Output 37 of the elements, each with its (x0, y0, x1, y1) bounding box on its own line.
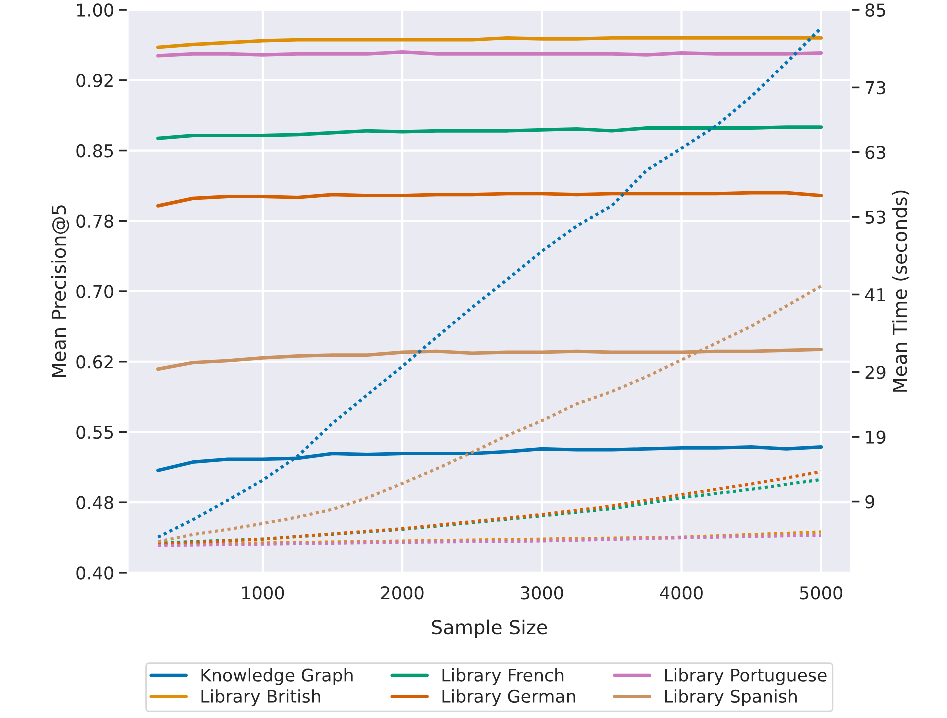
x-tick-label: 2000 (381, 586, 424, 600)
line-series (156, 534, 823, 548)
y2-tick-label: 85 (866, 4, 886, 17)
y2-tick-label: 63 (866, 146, 886, 160)
y-tick-label: 0.55 (76, 426, 114, 440)
x-tick-label: 5000 (800, 586, 843, 600)
y-tick-label: 0.40 (76, 566, 114, 580)
legend-label: Library Portuguese (665, 668, 827, 686)
y2-tick-label: 29 (866, 366, 886, 380)
legend-label: Library German (442, 690, 576, 706)
y2-tick-label: 41 (865, 288, 886, 302)
legend-label: Library British (202, 690, 320, 706)
legend-label: Library Spanish (665, 690, 797, 706)
x-axis-title: Sample Size (432, 620, 548, 638)
x-tick-label: 1000 (242, 586, 284, 600)
line-series (156, 284, 823, 544)
line-series (156, 126, 824, 140)
y2-tick-label: 9 (866, 495, 874, 509)
y-tick-label: 0.85 (76, 144, 114, 158)
y-tick-label: 0.48 (76, 496, 114, 510)
line-series (156, 36, 824, 50)
y-tick-label: 0.92 (76, 74, 113, 88)
y-axis-title: Mean Precision@5 (51, 206, 70, 378)
y-tick-label: 0.70 (76, 285, 114, 298)
y2-axis-title: Mean Time (seconds) (892, 190, 910, 392)
y2-tick-label: 19 (866, 430, 886, 444)
legend-label: Knowledge Graph (202, 668, 353, 686)
y2-tick-label: 73 (866, 81, 886, 95)
x-tick-label: 4000 (660, 586, 703, 600)
y2-tick-label: 53 (866, 210, 886, 224)
line-series (156, 26, 823, 539)
legend-label: Library French (442, 668, 564, 686)
y-tick-label: 0.62 (76, 356, 113, 369)
x-tick-label: 3000 (521, 586, 564, 600)
y-tick-label: 1.00 (77, 4, 114, 17)
line-series (156, 191, 824, 208)
y-tick-label: 0.78 (76, 214, 114, 228)
